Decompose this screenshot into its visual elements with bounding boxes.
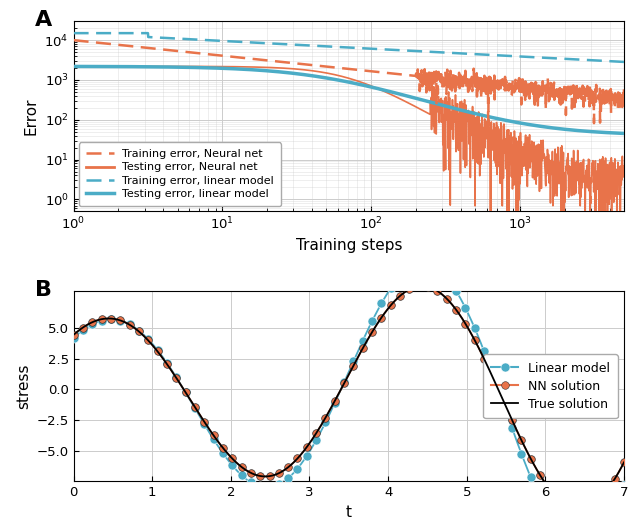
Y-axis label: Error: Error xyxy=(24,97,39,135)
X-axis label: Training steps: Training steps xyxy=(296,239,402,253)
Text: B: B xyxy=(35,280,52,300)
X-axis label: t: t xyxy=(346,505,352,520)
Text: A: A xyxy=(35,10,52,30)
Legend: Linear model, NN solution, True solution: Linear model, NN solution, True solution xyxy=(483,354,618,418)
Y-axis label: stress: stress xyxy=(16,363,31,409)
Legend: Training error, Neural net, Testing error, Neural net, Training error, linear mo: Training error, Neural net, Testing erro… xyxy=(79,142,281,206)
